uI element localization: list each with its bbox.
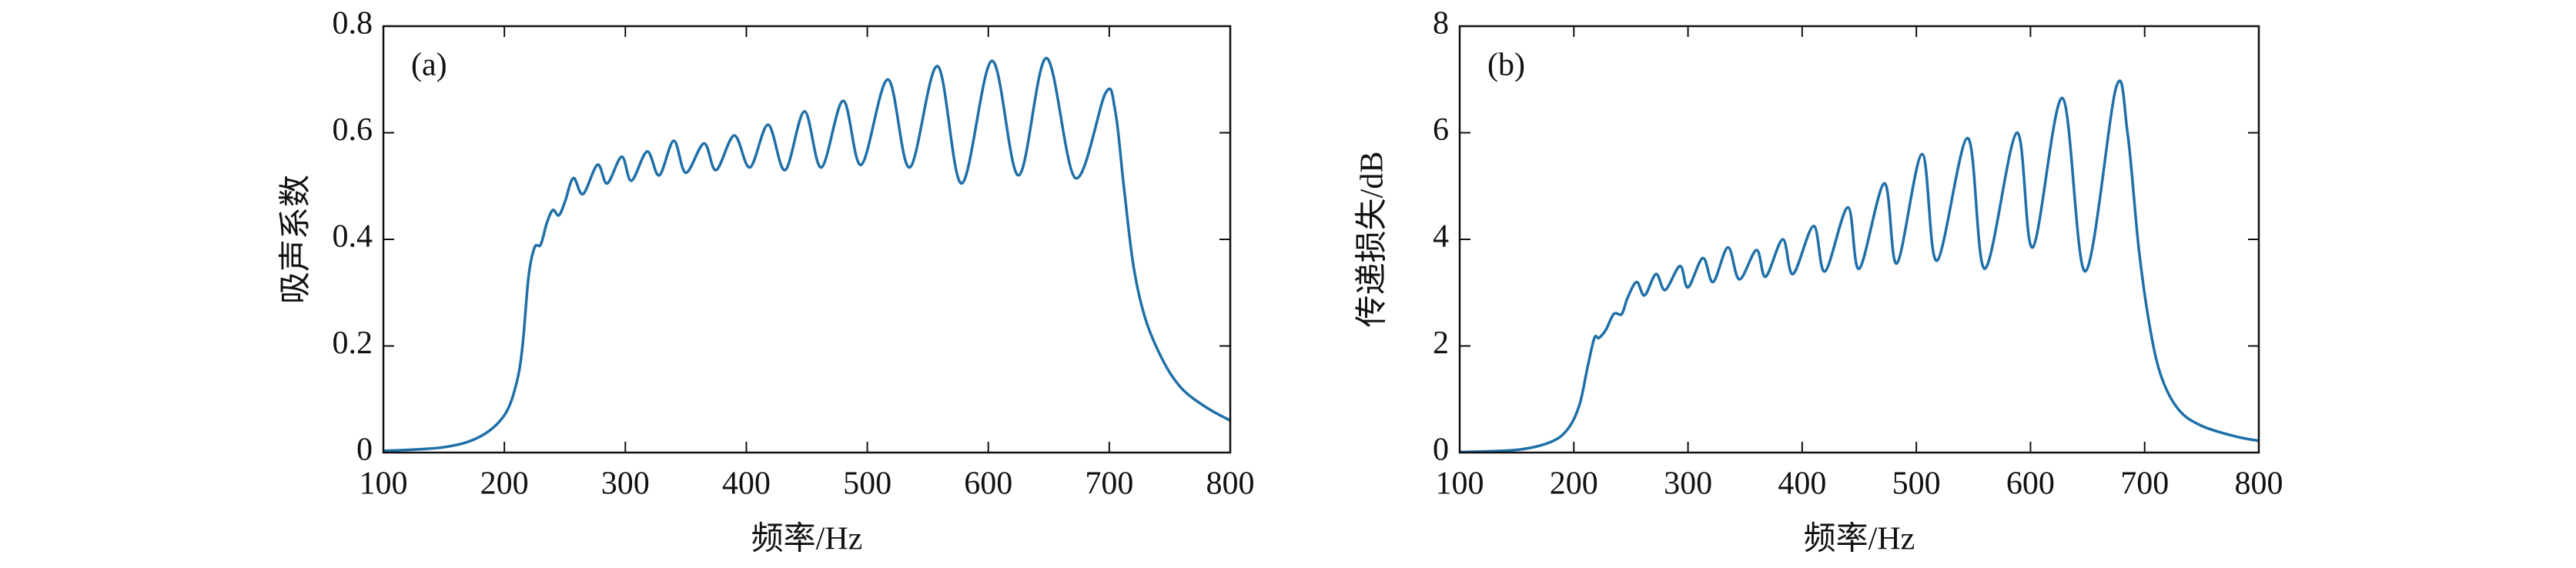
x-tick-label: 800	[1206, 466, 1255, 502]
x-tick-label: 600	[964, 466, 1012, 502]
plot-frame	[382, 25, 1232, 454]
x-axis-label: 频率/Hz	[1804, 521, 1915, 557]
y-tick-label: 0.4	[333, 219, 373, 255]
data-line	[383, 56, 1231, 453]
x-tick-label: 800	[2235, 466, 2283, 502]
y-axis-label: 传递损失/dB	[1355, 152, 1390, 328]
x-tick-label: 100	[360, 466, 408, 502]
y-tick-label: 2	[1433, 326, 1449, 361]
data-line	[1459, 79, 2260, 454]
y-tick-label: 6	[1433, 112, 1449, 148]
y-axis-label: 吸声系数	[279, 175, 314, 304]
x-tick-label: 200	[480, 466, 529, 502]
y-tick-label: 0.6	[333, 112, 373, 148]
x-tick-label: 300	[1664, 466, 1712, 502]
x-tick-label: 400	[722, 466, 771, 502]
panel-label: (b)	[1487, 48, 1525, 83]
x-tick-label: 500	[1892, 466, 1941, 502]
x-tick-label: 700	[1085, 466, 1133, 502]
panel-label: (a)	[411, 48, 447, 83]
y-tick-label: 4	[1433, 219, 1449, 255]
x-tick-label: 500	[843, 466, 892, 502]
x-tick-label: 600	[2006, 466, 2055, 502]
y-tick-label: 0	[1433, 433, 1449, 468]
y-tick-label: 0.2	[333, 326, 373, 361]
x-tick-label: 200	[1550, 466, 1598, 502]
y-tick-label: 8	[1433, 6, 1449, 42]
x-tick-label: 400	[1778, 466, 1826, 502]
x-tick-label: 700	[2120, 466, 2169, 502]
y-tick-label: 0	[356, 433, 373, 468]
y-tick-label: 0.8	[333, 6, 373, 42]
x-tick-label: 100	[1436, 466, 1484, 502]
x-tick-label: 300	[601, 466, 650, 502]
x-axis-label: 频率/Hz	[751, 521, 863, 557]
